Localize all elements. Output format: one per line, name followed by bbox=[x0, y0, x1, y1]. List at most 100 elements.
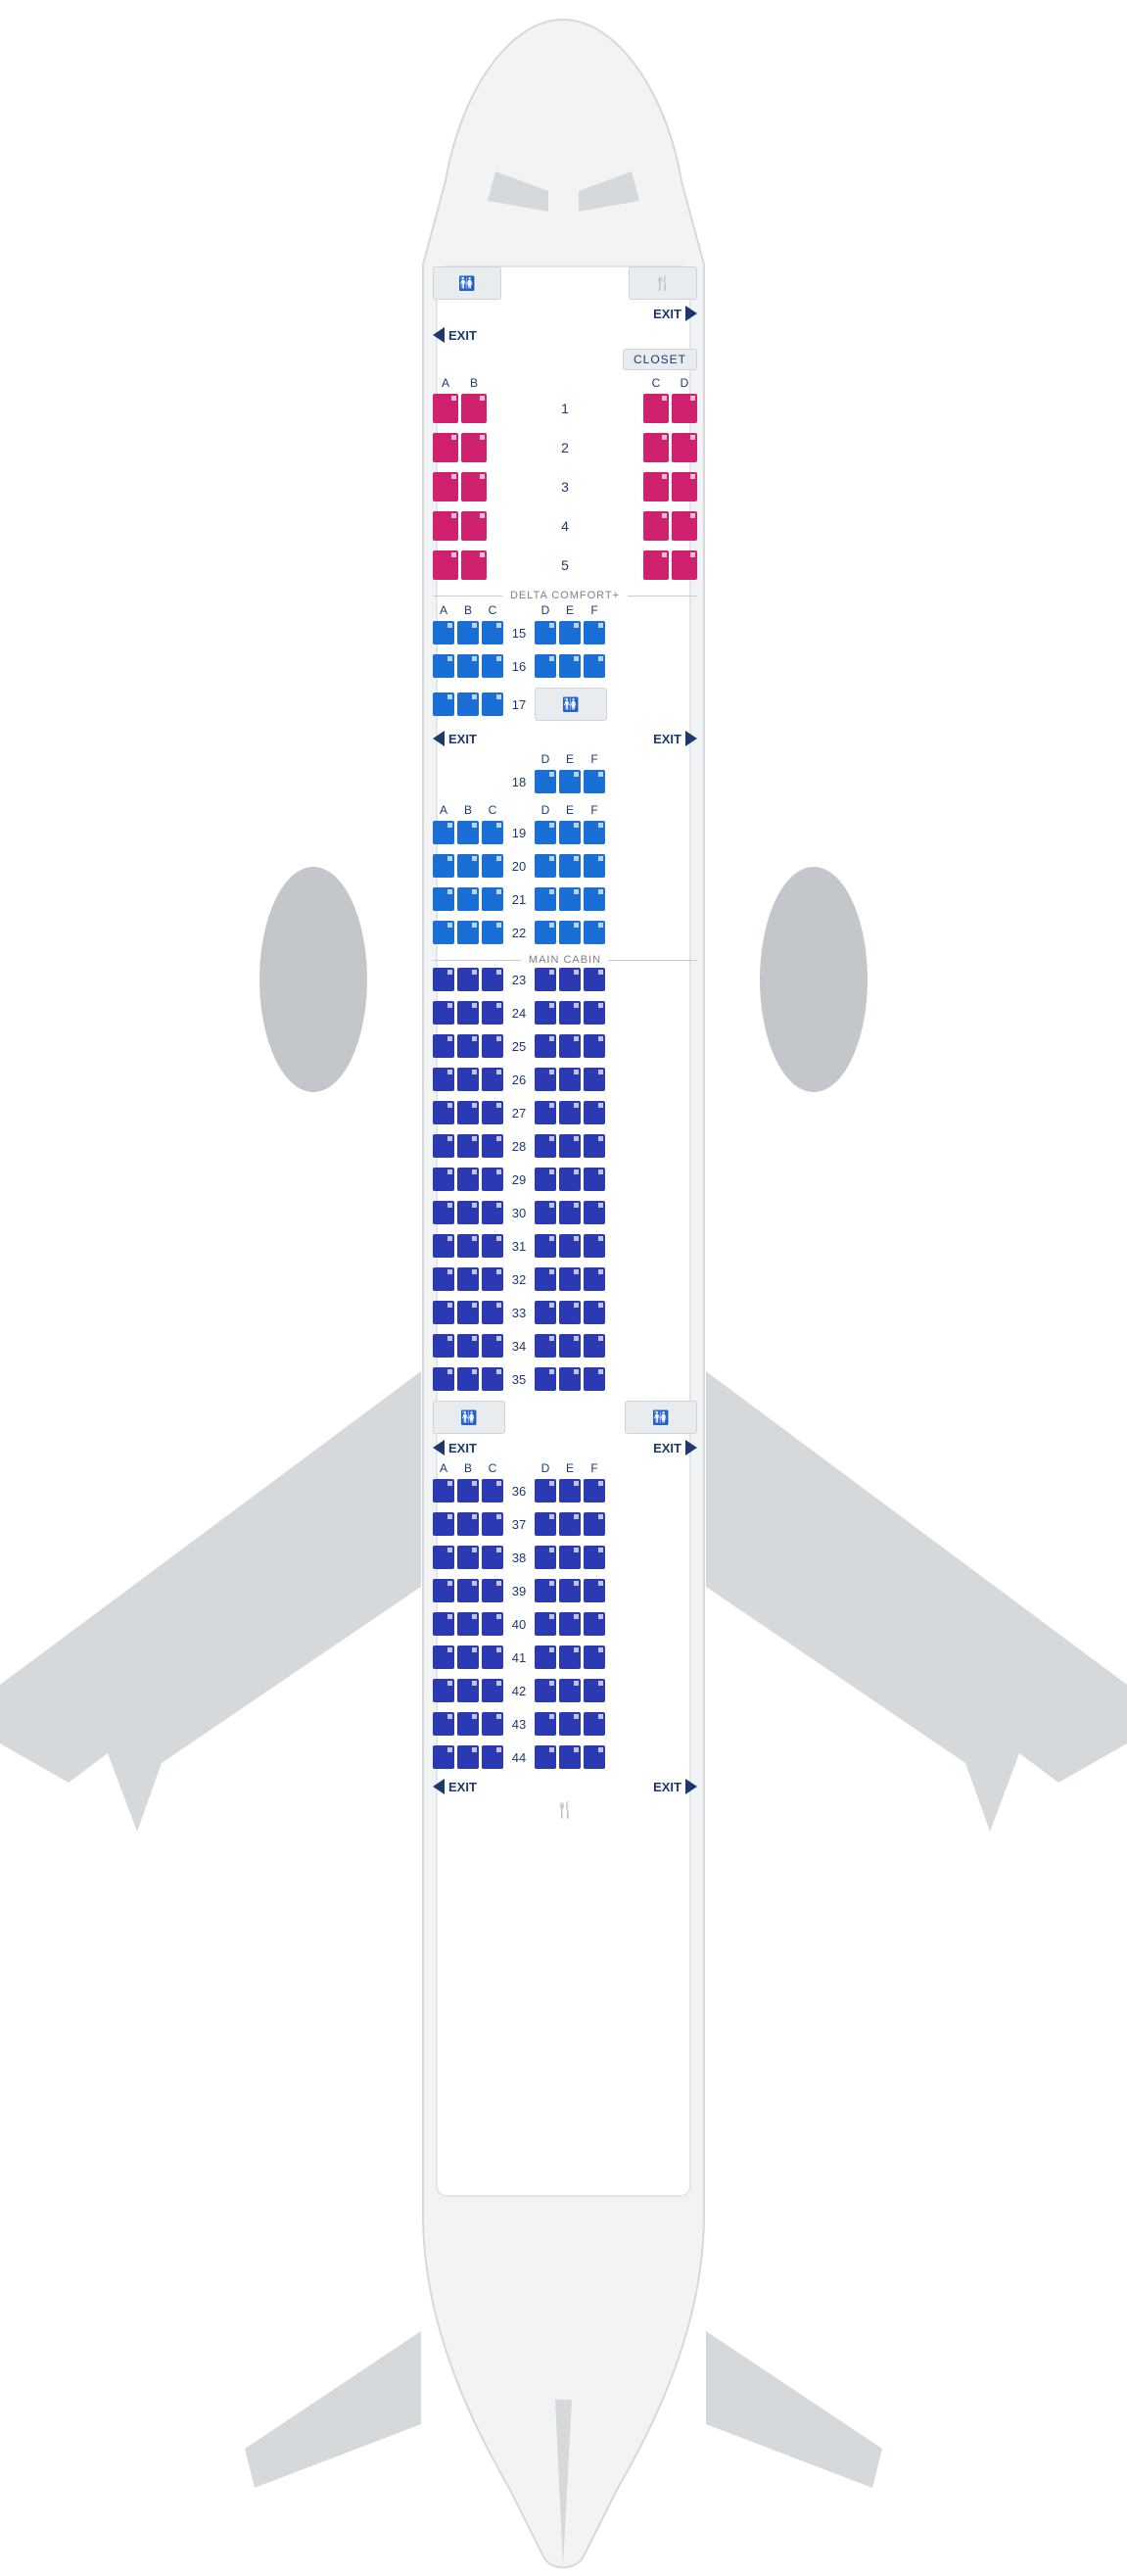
seat[interactable] bbox=[482, 821, 503, 844]
seat[interactable] bbox=[535, 968, 556, 991]
seat[interactable] bbox=[457, 1168, 479, 1191]
seat[interactable] bbox=[482, 1579, 503, 1602]
seat[interactable] bbox=[433, 1168, 454, 1191]
seat[interactable] bbox=[433, 1579, 454, 1602]
seat[interactable] bbox=[559, 1745, 581, 1769]
seat[interactable] bbox=[535, 1367, 556, 1391]
seat[interactable] bbox=[433, 621, 454, 644]
seat[interactable] bbox=[433, 854, 454, 878]
seat[interactable] bbox=[457, 887, 479, 911]
seat[interactable] bbox=[672, 550, 697, 580]
seat[interactable] bbox=[482, 1712, 503, 1736]
seat[interactable] bbox=[559, 1546, 581, 1569]
seat[interactable] bbox=[559, 821, 581, 844]
seat[interactable] bbox=[535, 1512, 556, 1536]
seat[interactable] bbox=[457, 1679, 479, 1702]
seat[interactable] bbox=[457, 1712, 479, 1736]
seat[interactable] bbox=[461, 472, 487, 501]
seat[interactable] bbox=[482, 692, 503, 716]
seat[interactable] bbox=[559, 1201, 581, 1224]
seat[interactable] bbox=[535, 1679, 556, 1702]
seat[interactable] bbox=[482, 1201, 503, 1224]
seat[interactable] bbox=[535, 1546, 556, 1569]
seat[interactable] bbox=[482, 654, 503, 678]
seat[interactable] bbox=[457, 1134, 479, 1158]
seat[interactable] bbox=[584, 770, 605, 793]
seat[interactable] bbox=[433, 472, 458, 501]
seat[interactable] bbox=[584, 854, 605, 878]
seat[interactable] bbox=[535, 1301, 556, 1324]
seat[interactable] bbox=[482, 1334, 503, 1358]
seat[interactable] bbox=[535, 1168, 556, 1191]
seat[interactable] bbox=[643, 472, 669, 501]
seat[interactable] bbox=[584, 1679, 605, 1702]
seat[interactable] bbox=[643, 550, 669, 580]
seat[interactable] bbox=[482, 1001, 503, 1025]
seat[interactable] bbox=[643, 433, 669, 462]
seat[interactable] bbox=[584, 621, 605, 644]
seat[interactable] bbox=[535, 1712, 556, 1736]
seat[interactable] bbox=[559, 1034, 581, 1058]
seat[interactable] bbox=[535, 1479, 556, 1503]
seat[interactable] bbox=[559, 887, 581, 911]
seat[interactable] bbox=[433, 921, 454, 944]
seat[interactable] bbox=[482, 1679, 503, 1702]
seat[interactable] bbox=[433, 1134, 454, 1158]
seat[interactable] bbox=[584, 1234, 605, 1258]
seat[interactable] bbox=[584, 1479, 605, 1503]
seat[interactable] bbox=[433, 821, 454, 844]
seat[interactable] bbox=[457, 1745, 479, 1769]
seat[interactable] bbox=[559, 1646, 581, 1669]
seat[interactable] bbox=[433, 1367, 454, 1391]
seat[interactable] bbox=[457, 1512, 479, 1536]
seat[interactable] bbox=[457, 692, 479, 716]
seat[interactable] bbox=[457, 1546, 479, 1569]
seat[interactable] bbox=[535, 1068, 556, 1091]
seat[interactable] bbox=[672, 511, 697, 541]
seat[interactable] bbox=[535, 887, 556, 911]
seat[interactable] bbox=[457, 1234, 479, 1258]
seat[interactable] bbox=[584, 1646, 605, 1669]
seat[interactable] bbox=[482, 1512, 503, 1536]
seat[interactable] bbox=[584, 821, 605, 844]
seat[interactable] bbox=[433, 654, 454, 678]
seat[interactable] bbox=[482, 1234, 503, 1258]
seat[interactable] bbox=[559, 1301, 581, 1324]
seat[interactable] bbox=[535, 1267, 556, 1291]
seat[interactable] bbox=[482, 1034, 503, 1058]
seat[interactable] bbox=[457, 1301, 479, 1324]
seat[interactable] bbox=[584, 887, 605, 911]
seat[interactable] bbox=[433, 394, 458, 423]
seat[interactable] bbox=[482, 1168, 503, 1191]
seat[interactable] bbox=[482, 854, 503, 878]
seat[interactable] bbox=[433, 433, 458, 462]
seat[interactable] bbox=[433, 1301, 454, 1324]
seat[interactable] bbox=[461, 550, 487, 580]
seat[interactable] bbox=[433, 692, 454, 716]
seat[interactable] bbox=[559, 1334, 581, 1358]
seat[interactable] bbox=[584, 1034, 605, 1058]
seat[interactable] bbox=[482, 1101, 503, 1124]
seat[interactable] bbox=[535, 1646, 556, 1669]
seat[interactable] bbox=[457, 654, 479, 678]
seat[interactable] bbox=[584, 1334, 605, 1358]
seat[interactable] bbox=[482, 1267, 503, 1291]
seat[interactable] bbox=[433, 1479, 454, 1503]
seat[interactable] bbox=[535, 1234, 556, 1258]
seat[interactable] bbox=[584, 654, 605, 678]
seat[interactable] bbox=[482, 1745, 503, 1769]
seat[interactable] bbox=[559, 770, 581, 793]
seat[interactable] bbox=[535, 1101, 556, 1124]
seat[interactable] bbox=[433, 1612, 454, 1636]
seat[interactable] bbox=[559, 921, 581, 944]
seat[interactable] bbox=[457, 1201, 479, 1224]
seat[interactable] bbox=[433, 1034, 454, 1058]
seat[interactable] bbox=[535, 770, 556, 793]
seat[interactable] bbox=[457, 1101, 479, 1124]
seat[interactable] bbox=[584, 1001, 605, 1025]
seat[interactable] bbox=[672, 472, 697, 501]
seat[interactable] bbox=[457, 1612, 479, 1636]
seat[interactable] bbox=[433, 511, 458, 541]
seat[interactable] bbox=[482, 621, 503, 644]
seat[interactable] bbox=[457, 1646, 479, 1669]
